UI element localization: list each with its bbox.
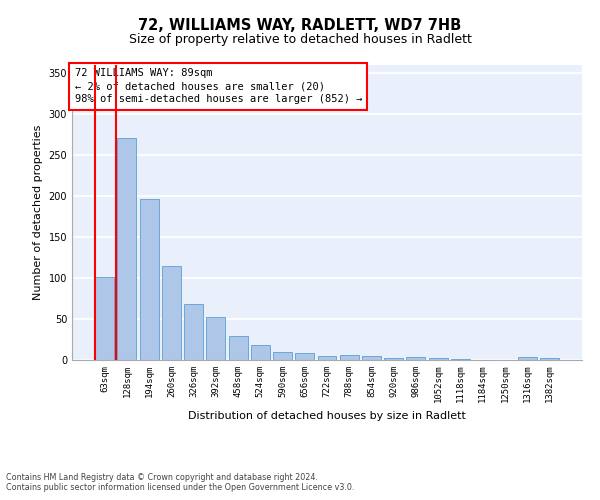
Text: 72, WILLIAMS WAY, RADLETT, WD7 7HB: 72, WILLIAMS WAY, RADLETT, WD7 7HB: [139, 18, 461, 32]
Bar: [540, 358, 559, 360]
Bar: [206, 316, 225, 360]
Bar: [118, 138, 136, 360]
Bar: [273, 352, 292, 360]
Bar: [362, 356, 381, 360]
Bar: [340, 355, 359, 360]
Bar: [251, 345, 270, 360]
Bar: [518, 356, 536, 360]
Bar: [162, 266, 181, 360]
Y-axis label: Number of detached properties: Number of detached properties: [33, 125, 43, 300]
Text: Size of property relative to detached houses in Radlett: Size of property relative to detached ho…: [128, 32, 472, 46]
Bar: [295, 352, 314, 360]
Text: 72 WILLIAMS WAY: 89sqm
← 2% of detached houses are smaller (20)
98% of semi-deta: 72 WILLIAMS WAY: 89sqm ← 2% of detached …: [74, 68, 362, 104]
Text: Contains HM Land Registry data © Crown copyright and database right 2024.: Contains HM Land Registry data © Crown c…: [6, 473, 318, 482]
Bar: [406, 356, 425, 360]
X-axis label: Distribution of detached houses by size in Radlett: Distribution of detached houses by size …: [188, 411, 466, 421]
Bar: [140, 200, 158, 360]
Bar: [429, 358, 448, 360]
Bar: [184, 304, 203, 360]
Bar: [384, 358, 403, 360]
Bar: [317, 356, 337, 360]
Bar: [451, 359, 470, 360]
Bar: [95, 277, 114, 360]
Text: Contains public sector information licensed under the Open Government Licence v3: Contains public sector information licen…: [6, 483, 355, 492]
Bar: [229, 336, 248, 360]
